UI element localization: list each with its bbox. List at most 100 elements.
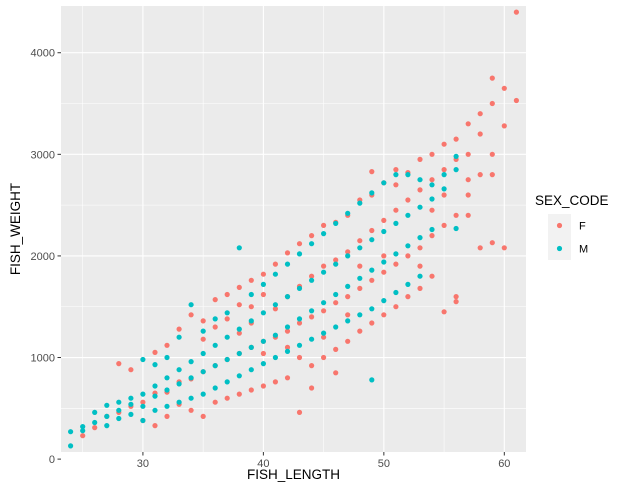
data-point xyxy=(357,238,363,244)
data-point xyxy=(417,177,423,183)
data-point xyxy=(152,407,158,413)
series-F xyxy=(80,9,520,439)
data-point xyxy=(200,318,206,324)
data-point xyxy=(309,336,315,342)
data-point xyxy=(140,417,146,424)
data-point xyxy=(381,312,387,318)
data-point xyxy=(200,350,206,357)
data-point xyxy=(140,391,146,397)
data-point xyxy=(429,182,435,188)
data-point xyxy=(429,196,435,202)
data-point xyxy=(345,294,351,300)
data-point xyxy=(68,443,74,449)
data-point xyxy=(248,387,254,393)
data-point xyxy=(453,294,459,300)
data-point xyxy=(393,289,399,296)
data-point xyxy=(296,251,303,257)
points-layer xyxy=(68,9,520,449)
data-point xyxy=(489,75,495,81)
data-point xyxy=(393,304,399,310)
data-point xyxy=(284,324,291,330)
data-point xyxy=(104,402,110,408)
data-point xyxy=(393,251,399,257)
data-point xyxy=(477,245,483,251)
data-point xyxy=(188,302,194,308)
data-point xyxy=(296,241,303,247)
data-point xyxy=(321,231,327,237)
data-point xyxy=(321,308,327,314)
data-point xyxy=(80,428,86,434)
data-point xyxy=(429,233,435,239)
data-point xyxy=(369,277,375,283)
x-axis-title: FISH_LENGTH xyxy=(247,467,340,482)
data-point xyxy=(357,245,363,251)
data-point xyxy=(236,245,242,251)
legend-marker xyxy=(556,222,563,229)
data-point xyxy=(272,306,278,312)
data-point xyxy=(369,227,375,234)
data-point xyxy=(164,403,170,409)
data-point xyxy=(417,204,423,210)
data-point xyxy=(357,263,363,269)
legend-title: SEX_CODE xyxy=(535,193,609,208)
data-point xyxy=(405,197,411,203)
data-point xyxy=(453,225,459,232)
data-point xyxy=(224,356,230,363)
data-point xyxy=(309,385,315,391)
data-point xyxy=(501,85,507,91)
data-point xyxy=(188,395,194,401)
y-tick-label: 2000 xyxy=(31,251,55,263)
data-point xyxy=(296,316,303,322)
data-point xyxy=(260,271,266,277)
data-point xyxy=(321,300,327,306)
data-point xyxy=(441,192,447,198)
data-point xyxy=(224,379,230,385)
data-point xyxy=(224,291,230,298)
data-point xyxy=(140,399,146,405)
data-point xyxy=(116,407,122,413)
data-point xyxy=(441,222,447,228)
data-point xyxy=(321,330,327,336)
data-point xyxy=(92,409,98,415)
data-point xyxy=(381,259,387,265)
data-point xyxy=(345,210,351,216)
data-point xyxy=(393,172,399,178)
data-point xyxy=(92,419,98,426)
data-point xyxy=(68,429,74,435)
x-tick-label: 30 xyxy=(137,458,149,470)
data-point xyxy=(212,399,218,405)
data-point xyxy=(453,136,459,142)
data-point xyxy=(513,97,520,104)
data-point xyxy=(248,291,254,298)
data-point xyxy=(333,370,339,376)
panel-background xyxy=(61,6,526,452)
data-point xyxy=(417,235,423,241)
data-point xyxy=(309,277,315,283)
data-point xyxy=(224,395,230,401)
legend: SEX_CODE FM xyxy=(535,193,609,260)
data-point xyxy=(345,253,351,259)
data-point xyxy=(236,391,242,397)
data-point xyxy=(405,294,411,300)
data-point xyxy=(200,413,206,419)
data-point xyxy=(284,261,291,267)
data-point xyxy=(465,212,471,218)
data-point xyxy=(489,172,495,178)
data-point xyxy=(260,383,266,389)
data-point xyxy=(369,190,375,196)
data-point xyxy=(296,354,303,361)
data-point xyxy=(116,361,122,367)
x-tick-label: 50 xyxy=(378,458,390,470)
data-point xyxy=(441,309,447,315)
data-point xyxy=(381,298,387,304)
x-tick-label: 40 xyxy=(257,458,269,470)
data-point xyxy=(321,354,327,361)
data-point xyxy=(272,302,278,308)
data-point xyxy=(429,151,435,157)
data-point xyxy=(417,263,423,269)
data-point xyxy=(405,212,411,218)
data-point xyxy=(176,326,182,332)
legend-items: FM xyxy=(548,214,588,260)
data-point xyxy=(188,359,194,365)
